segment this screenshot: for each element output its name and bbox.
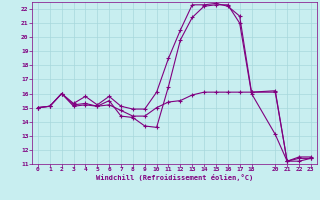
X-axis label: Windchill (Refroidissement éolien,°C): Windchill (Refroidissement éolien,°C): [96, 174, 253, 181]
